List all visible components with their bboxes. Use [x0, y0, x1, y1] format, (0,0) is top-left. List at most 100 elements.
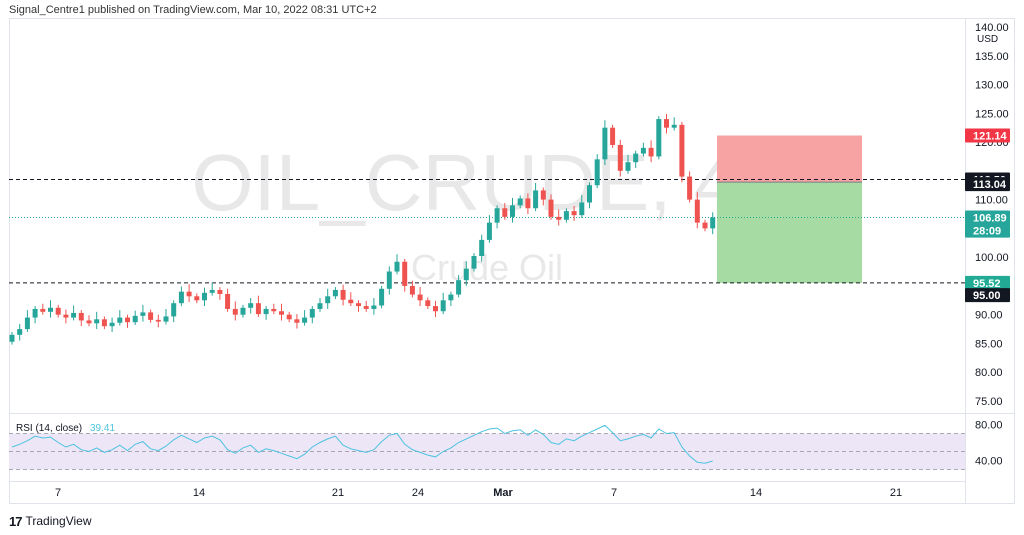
candle-body[interactable] [486, 222, 492, 240]
candle-body[interactable] [625, 162, 631, 171]
candle[interactable] [9, 331, 15, 345]
candle-body[interactable] [363, 306, 369, 309]
candle[interactable] [340, 284, 346, 306]
candle[interactable] [24, 310, 30, 332]
candle-body[interactable] [171, 303, 177, 317]
candle[interactable] [386, 266, 392, 295]
candle-body[interactable] [155, 319, 161, 322]
candle[interactable] [594, 154, 600, 189]
take-profit-zone[interactable] [717, 182, 862, 283]
candle-body[interactable] [440, 300, 446, 312]
candle-body[interactable] [255, 303, 261, 315]
candle[interactable] [325, 288, 331, 309]
candle-body[interactable] [671, 124, 677, 128]
candle[interactable] [517, 195, 523, 209]
candle[interactable] [356, 300, 361, 312]
candle[interactable] [656, 116, 662, 160]
candle-body[interactable] [417, 294, 423, 301]
candle[interactable] [394, 254, 400, 275]
candle-body[interactable] [409, 285, 415, 295]
candle-body[interactable] [356, 303, 361, 307]
candle-body[interactable] [209, 289, 215, 293]
candle-body[interactable] [86, 320, 92, 324]
candle-body[interactable] [302, 317, 308, 323]
candle[interactable] [640, 142, 646, 157]
candle-body[interactable] [279, 311, 284, 315]
candle[interactable] [217, 287, 223, 300]
candle[interactable] [571, 205, 577, 221]
candle[interactable] [171, 300, 177, 323]
candle[interactable] [63, 309, 69, 324]
candle[interactable] [101, 316, 107, 330]
candle-body[interactable] [379, 288, 385, 306]
candle-body[interactable] [587, 185, 592, 203]
candle-body[interactable] [78, 312, 84, 321]
candle[interactable] [602, 120, 608, 166]
candle-body[interactable] [317, 303, 323, 309]
candle-body[interactable] [271, 308, 277, 312]
candle[interactable] [109, 317, 115, 332]
candle-body[interactable] [602, 127, 608, 160]
candle[interactable] [502, 203, 508, 220]
candle[interactable] [332, 287, 338, 300]
candle-body[interactable] [148, 312, 154, 320]
price-label[interactable]: 121.14 [965, 128, 1010, 143]
candle[interactable] [32, 306, 38, 324]
candle[interactable] [71, 305, 77, 321]
candle[interactable] [209, 282, 215, 296]
candle-body[interactable] [63, 314, 69, 318]
candle[interactable] [671, 117, 677, 131]
candle-body[interactable] [517, 198, 523, 206]
candle[interactable] [610, 124, 616, 148]
candle-body[interactable] [710, 217, 716, 229]
candle-body[interactable] [394, 261, 400, 272]
candle[interactable] [248, 298, 254, 314]
candle[interactable] [417, 287, 423, 307]
candle[interactable] [286, 311, 292, 323]
candle[interactable] [371, 298, 377, 315]
candle-body[interactable] [325, 296, 331, 304]
candle[interactable] [433, 300, 438, 317]
candle-body[interactable] [494, 208, 500, 223]
candle-body[interactable] [556, 216, 562, 220]
candle-body[interactable] [332, 289, 338, 297]
candle[interactable] [556, 209, 562, 226]
candle-body[interactable] [425, 300, 431, 307]
time-axis[interactable]: 7 14 21 24 Mar 7 14 21 [55, 487, 902, 499]
candle-body[interactable] [294, 319, 300, 323]
candle[interactable] [155, 314, 161, 328]
candle-body[interactable] [463, 268, 469, 281]
candle[interactable] [687, 171, 693, 203]
candle[interactable] [579, 195, 585, 219]
candle[interactable] [186, 284, 192, 303]
candle[interactable] [456, 274, 462, 298]
candle-body[interactable] [48, 307, 53, 312]
candle[interactable] [225, 288, 231, 312]
candle-body[interactable] [702, 222, 708, 229]
candle[interactable] [648, 140, 654, 163]
candle-body[interactable] [471, 256, 477, 269]
candle-body[interactable] [24, 317, 30, 330]
candle[interactable] [486, 215, 492, 243]
candle-body[interactable] [132, 315, 138, 323]
candle-body[interactable] [687, 176, 693, 200]
candle[interactable] [525, 193, 531, 214]
candle[interactable] [563, 208, 569, 223]
price-label[interactable]: 95.52 [965, 275, 1010, 290]
price-label[interactable]: 95.00 [965, 288, 1010, 303]
candle-body[interactable] [232, 308, 238, 315]
candle[interactable] [425, 297, 431, 309]
candle[interactable] [363, 300, 369, 312]
candle-body[interactable] [309, 308, 315, 318]
candle-body[interactable] [101, 319, 107, 327]
candle-body[interactable] [656, 119, 662, 157]
candle[interactable] [440, 292, 446, 315]
candle[interactable] [710, 212, 716, 235]
candle-body[interactable] [94, 319, 100, 324]
candle-body[interactable] [648, 147, 654, 157]
candle[interactable] [240, 304, 246, 318]
rsi-line[interactable] [11, 424, 713, 464]
candle-body[interactable] [402, 261, 408, 286]
candle-body[interactable] [571, 211, 577, 216]
